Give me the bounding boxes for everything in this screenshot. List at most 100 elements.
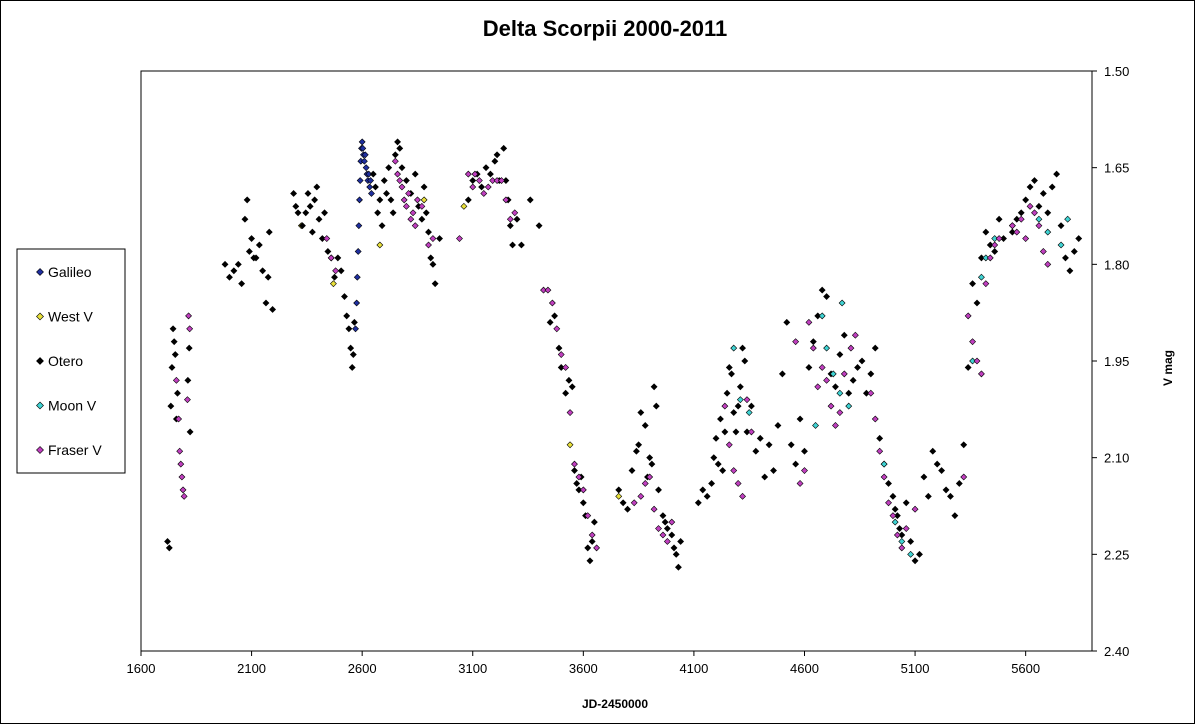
point-otero <box>765 441 773 449</box>
legend-label-west-v: West V <box>48 309 94 325</box>
point-otero <box>933 460 941 468</box>
legend-label-otero: Otero <box>48 353 83 369</box>
point-fraser-v <box>876 447 884 455</box>
point-otero <box>579 499 587 507</box>
point-otero <box>840 331 848 339</box>
point-galileo <box>360 157 368 165</box>
point-fraser-v <box>402 202 410 210</box>
point-galileo <box>352 325 359 333</box>
point-otero <box>736 383 744 391</box>
point-fraser-v <box>650 505 658 513</box>
point-otero <box>920 473 928 481</box>
point-fraser-v <box>175 415 183 423</box>
point-fraser-v <box>186 325 194 333</box>
point-galileo <box>355 222 363 230</box>
point-otero <box>805 364 813 371</box>
point-otero <box>891 505 899 513</box>
point-fraser-v <box>663 538 671 545</box>
point-otero <box>509 241 516 249</box>
point-moon-v <box>1044 228 1052 236</box>
point-otero <box>615 486 623 494</box>
point-fraser-v <box>814 383 822 391</box>
point-galileo <box>356 177 364 184</box>
point-galileo <box>361 151 369 159</box>
point-otero <box>418 215 426 223</box>
point-fraser-v <box>867 389 875 397</box>
point-fraser-v <box>425 241 432 249</box>
point-otero <box>632 447 640 455</box>
point-fraser-v <box>176 447 184 455</box>
point-otero <box>584 544 592 552</box>
point-otero <box>1039 190 1047 197</box>
point-otero <box>955 480 963 487</box>
point-otero <box>308 228 316 236</box>
point-fraser-v <box>391 157 399 165</box>
point-otero <box>1035 202 1043 210</box>
point-fraser-v <box>743 396 751 404</box>
point-galileo <box>367 177 374 184</box>
point-otero <box>184 376 192 384</box>
point-otero <box>672 550 680 558</box>
point-otero <box>341 293 348 300</box>
point-otero <box>255 241 263 249</box>
x-tick-label: 4600 <box>790 661 819 676</box>
point-fraser-v <box>502 196 510 204</box>
point-otero <box>1022 196 1030 204</box>
point-otero <box>487 170 494 178</box>
point-otero <box>663 525 671 532</box>
point-otero <box>394 138 401 146</box>
point-otero <box>867 370 875 378</box>
point-otero <box>321 209 328 217</box>
point-otero <box>717 415 724 423</box>
point-moon-v <box>1035 215 1043 223</box>
point-otero <box>221 260 229 268</box>
point-otero <box>493 151 501 159</box>
point-otero <box>1066 267 1074 275</box>
point-fraser-v <box>575 473 583 481</box>
point-otero <box>348 364 356 371</box>
point-otero <box>513 215 521 223</box>
point-fraser-v <box>893 531 901 539</box>
point-otero <box>721 428 729 436</box>
point-otero <box>269 306 277 313</box>
point-otero <box>648 460 656 468</box>
legend-label-fraser-v: Fraser V <box>48 442 102 458</box>
point-west-v <box>566 441 574 449</box>
point-otero <box>896 525 904 532</box>
y-tick-label: 2.25 <box>1104 547 1129 562</box>
point-otero <box>973 299 981 307</box>
point-otero <box>677 538 685 545</box>
point-otero <box>951 512 959 520</box>
point-otero <box>655 486 662 494</box>
point-fraser-v <box>801 467 808 474</box>
point-otero <box>732 428 740 436</box>
point-otero <box>306 202 314 210</box>
point-otero <box>186 428 194 436</box>
point-otero <box>431 280 439 288</box>
point-fraser-v <box>400 196 408 204</box>
point-fraser-v <box>734 480 742 487</box>
point-otero <box>728 370 735 378</box>
point-galileo <box>368 190 375 197</box>
point-fraser-v <box>396 177 404 184</box>
point-otero <box>290 190 298 197</box>
point-moon-v <box>907 550 915 558</box>
point-otero <box>646 454 654 462</box>
point-fraser-v <box>584 512 592 520</box>
point-fraser-v <box>840 370 848 378</box>
point-west-v <box>376 241 384 249</box>
point-otero <box>741 357 749 365</box>
point-otero <box>304 190 312 197</box>
point-moon-v <box>823 344 831 352</box>
point-fraser-v <box>902 525 910 532</box>
point-otero <box>710 454 718 462</box>
point-otero <box>619 499 627 507</box>
point-fraser-v <box>484 183 492 191</box>
point-fraser-v <box>1031 209 1038 217</box>
point-fraser-v <box>498 177 505 184</box>
point-otero <box>787 441 795 449</box>
point-fraser-v <box>982 280 990 288</box>
x-tick-label: 2600 <box>348 661 377 676</box>
point-otero <box>770 467 777 474</box>
point-moon-v <box>1057 241 1065 249</box>
